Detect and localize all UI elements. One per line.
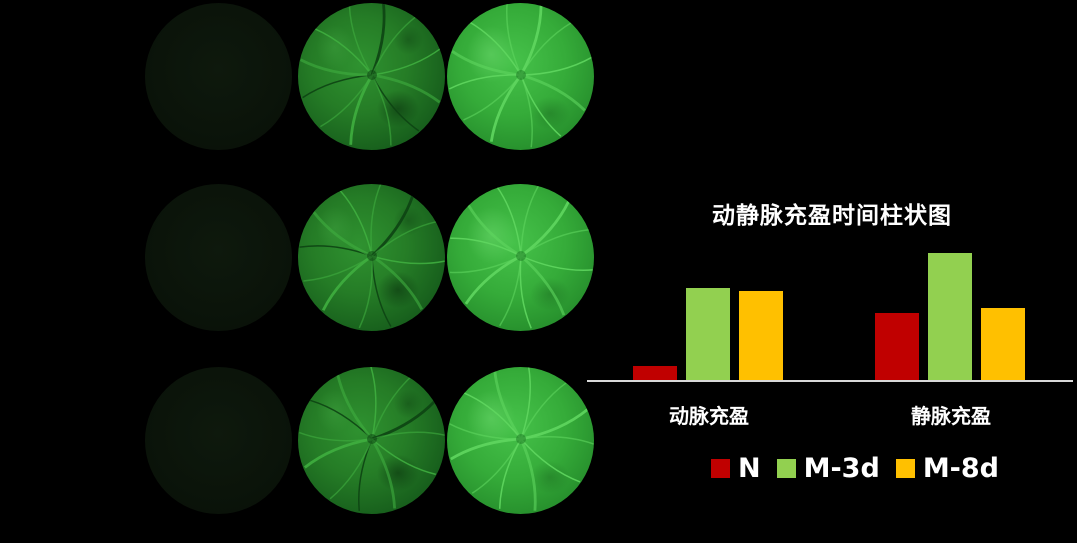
fundus-image-r1c3-bright — [447, 3, 594, 150]
bar-plot: 动脉充盈 静脉充盈 — [587, 190, 1077, 543]
chart-legend: N M-3d M-8d — [711, 452, 1000, 484]
legend-label: M-8d — [922, 452, 1000, 484]
legend-item-n: N — [711, 455, 761, 482]
fundus-image-r2c1-dark — [145, 184, 292, 331]
category-label-2: 静脉充盈 — [911, 404, 991, 428]
legend-label: N — [738, 452, 761, 484]
fundus-image-r3c1-dark — [145, 367, 292, 514]
fundus-image-r1c2-mid — [298, 3, 445, 150]
legend-swatch-m-8d — [895, 458, 915, 478]
bar-group1-m-3d — [686, 288, 730, 380]
chart-title: 动静脉充盈时间柱状图 — [712, 203, 952, 229]
category-label-1: 动脉充盈 — [669, 404, 749, 428]
fundus-image-r3c3-bright — [447, 367, 594, 514]
filling-time-bar-chart: 动静脉充盈时间柱状图 动脉充盈 静脉充盈 N M-3d M-8d — [587, 190, 1077, 543]
fundus-image-r2c3-bright — [447, 184, 594, 331]
legend-label: M-3d — [803, 452, 880, 484]
legend-item-m-3d: M-3d — [776, 452, 880, 484]
x-axis-line — [587, 380, 1073, 382]
bar-group2-n — [875, 313, 919, 380]
fundus-image-r1c1-dark — [145, 3, 292, 150]
legend-swatch-n — [711, 458, 730, 478]
fundus-image-r3c2-mid — [298, 367, 445, 514]
legend-item-m-8d: M-8d — [895, 452, 1000, 484]
legend-swatch-m-3d — [776, 458, 796, 478]
fundus-image-r2c2-mid — [298, 184, 445, 331]
bar-group2-m-8d — [981, 308, 1025, 380]
bar-group1-n — [633, 366, 677, 380]
bar-group1-m-8d — [739, 291, 783, 380]
bar-group2-m-3d — [928, 253, 972, 380]
